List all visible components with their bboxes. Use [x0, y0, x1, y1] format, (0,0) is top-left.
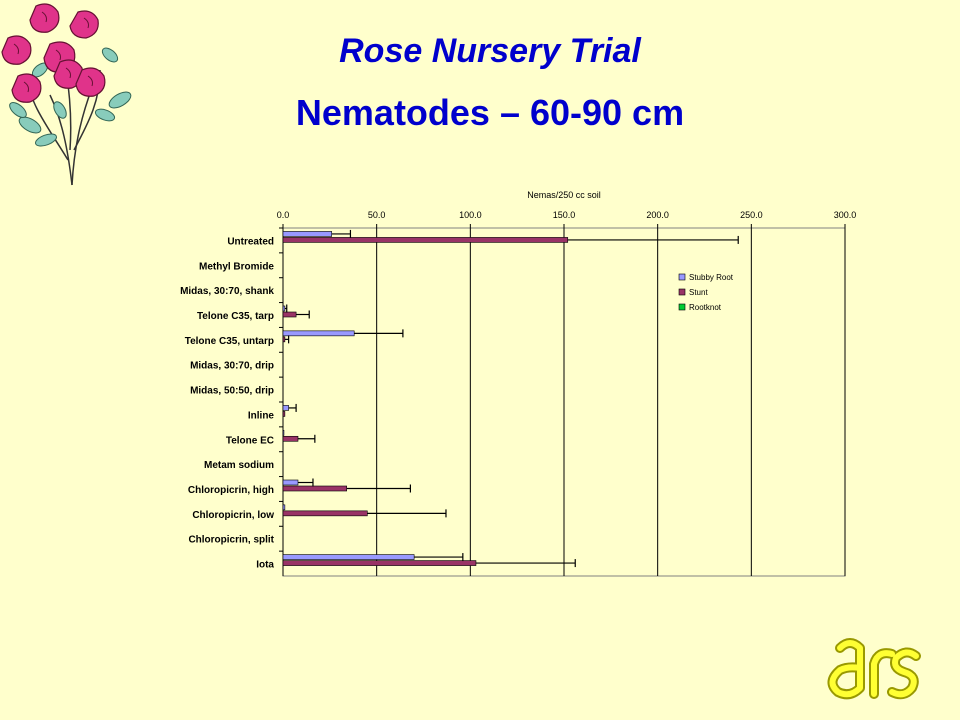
bar-stunt [282, 336, 286, 343]
x-tick-label: 250.0 [740, 210, 763, 220]
y-category-label: Telone EC [226, 435, 274, 446]
y-category-label: Methyl Bromide [199, 261, 274, 272]
rose-bouquet-icon [1, 3, 132, 186]
legend-swatch [678, 303, 686, 311]
bar-stubby-root [282, 504, 286, 511]
y-category-label: Iota [256, 560, 274, 571]
slide-title: Rose Nursery Trial [339, 32, 641, 70]
y-category-label: Midas, 30:70, shank [180, 286, 274, 297]
y-category-label: Untreated [227, 236, 274, 247]
legend-label: Rootknot [689, 303, 722, 312]
bar-stubby-root [282, 554, 415, 560]
bar-stubby-root [282, 479, 299, 486]
y-category-labels: Untreated Methyl Bromide Midas, 30:70, sha… [180, 227, 283, 571]
x-tick-labels: 0.0 50.0 100.0 150.0 200.0 250.0 300.0 [277, 210, 857, 220]
x-tick-label: 300.0 [834, 210, 857, 220]
bar-stubby-root [282, 405, 289, 411]
legend-swatch [678, 288, 686, 296]
bar-stubby-root [282, 305, 286, 312]
ars-logo-icon [827, 638, 921, 700]
error-bars [284, 229, 739, 568]
legend-label: Stunt [689, 288, 708, 297]
x-tick-label: 100.0 [459, 210, 482, 220]
y-category-label: Metam sodium [204, 460, 274, 471]
y-category-label: Midas, 50:50, drip [190, 386, 274, 397]
bar-stunt [282, 485, 347, 492]
bar-stunt [282, 411, 286, 417]
x-tick-label: 150.0 [553, 210, 576, 220]
bar-stunt [282, 237, 569, 243]
bar-stunt [282, 311, 297, 318]
y-category-label: Midas, 30:70, drip [190, 361, 274, 372]
y-category-label: Telone C35, untarp [185, 336, 274, 347]
y-category-label: Inline [248, 410, 275, 421]
bar-stubby-root [282, 429, 285, 436]
legend-swatch [678, 273, 686, 281]
legend: Stubby Root Stunt Rootknot [678, 273, 734, 312]
x-tick-label: 0.0 [277, 210, 290, 220]
y-category-label: Chloropicrin, low [192, 510, 274, 521]
bar-stunt [282, 510, 368, 517]
bar-stunt [282, 435, 299, 442]
y-category-label: Telone C35, tarp [197, 311, 274, 322]
y-category-label: Chloropicrin, high [188, 485, 274, 496]
x-tick-label: 50.0 [368, 210, 386, 220]
slide-subtitle: Nematodes – 60-90 cm [295, 92, 685, 133]
legend-label: Stubby Root [689, 273, 734, 282]
bar-stunt [282, 560, 477, 566]
bars [282, 231, 569, 566]
chart-title: Nemas/250 cc soil [527, 190, 601, 200]
bar-stubby-root [282, 231, 333, 237]
y-category-label: Chloropicrin, split [188, 535, 274, 546]
gridlines [282, 224, 846, 576]
bar-stubby-root [282, 330, 355, 337]
x-tick-label: 200.0 [646, 210, 669, 220]
